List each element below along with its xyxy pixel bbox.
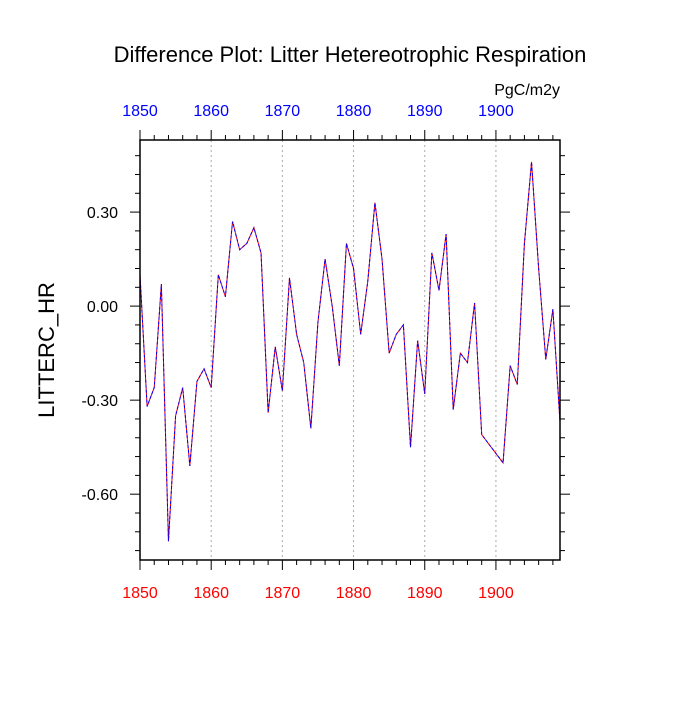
y-tick-label: -0.30 <box>82 393 119 410</box>
ticks-layer <box>130 130 570 570</box>
x-tick-label-bottom: 1890 <box>407 585 443 602</box>
grid-layer <box>139 140 497 560</box>
x-tick-label-bottom: 1900 <box>478 585 514 602</box>
y-tick-label: 0.30 <box>87 205 118 222</box>
x-tick-label-top: 1900 <box>478 103 514 120</box>
labels-layer: 1850 1850 1860 1860 1870 1870 1880 1880 1890 1890… <box>82 103 514 602</box>
y-axis-label: LITTERC_HR <box>34 282 59 418</box>
x-tick-label-bottom: 1880 <box>336 585 372 602</box>
y-tick-label: 0.00 <box>87 299 118 316</box>
chart-title: Difference Plot: Litter Hetereotrophic R… <box>114 42 587 67</box>
x-tick-label-top: 1850 <box>122 103 158 120</box>
units-label: PgC/m2y <box>494 82 560 99</box>
x-tick-label-bottom: 1850 <box>122 585 158 602</box>
x-tick-label-top: 1870 <box>265 103 301 120</box>
series-layer <box>139 161 561 542</box>
axes-layer <box>139 139 561 561</box>
x-tick-label-bottom: 1870 <box>265 585 301 602</box>
x-tick-label-top: 1890 <box>407 103 443 120</box>
plot-frame <box>139 139 561 561</box>
x-tick-label-top: 1880 <box>336 103 372 120</box>
series-line-red-0 <box>139 161 561 542</box>
x-tick-label-top: 1860 <box>193 103 229 120</box>
x-tick-label-bottom: 1860 <box>193 585 229 602</box>
series-line-blue-0 <box>139 161 561 542</box>
y-tick-label: -0.60 <box>82 487 119 504</box>
